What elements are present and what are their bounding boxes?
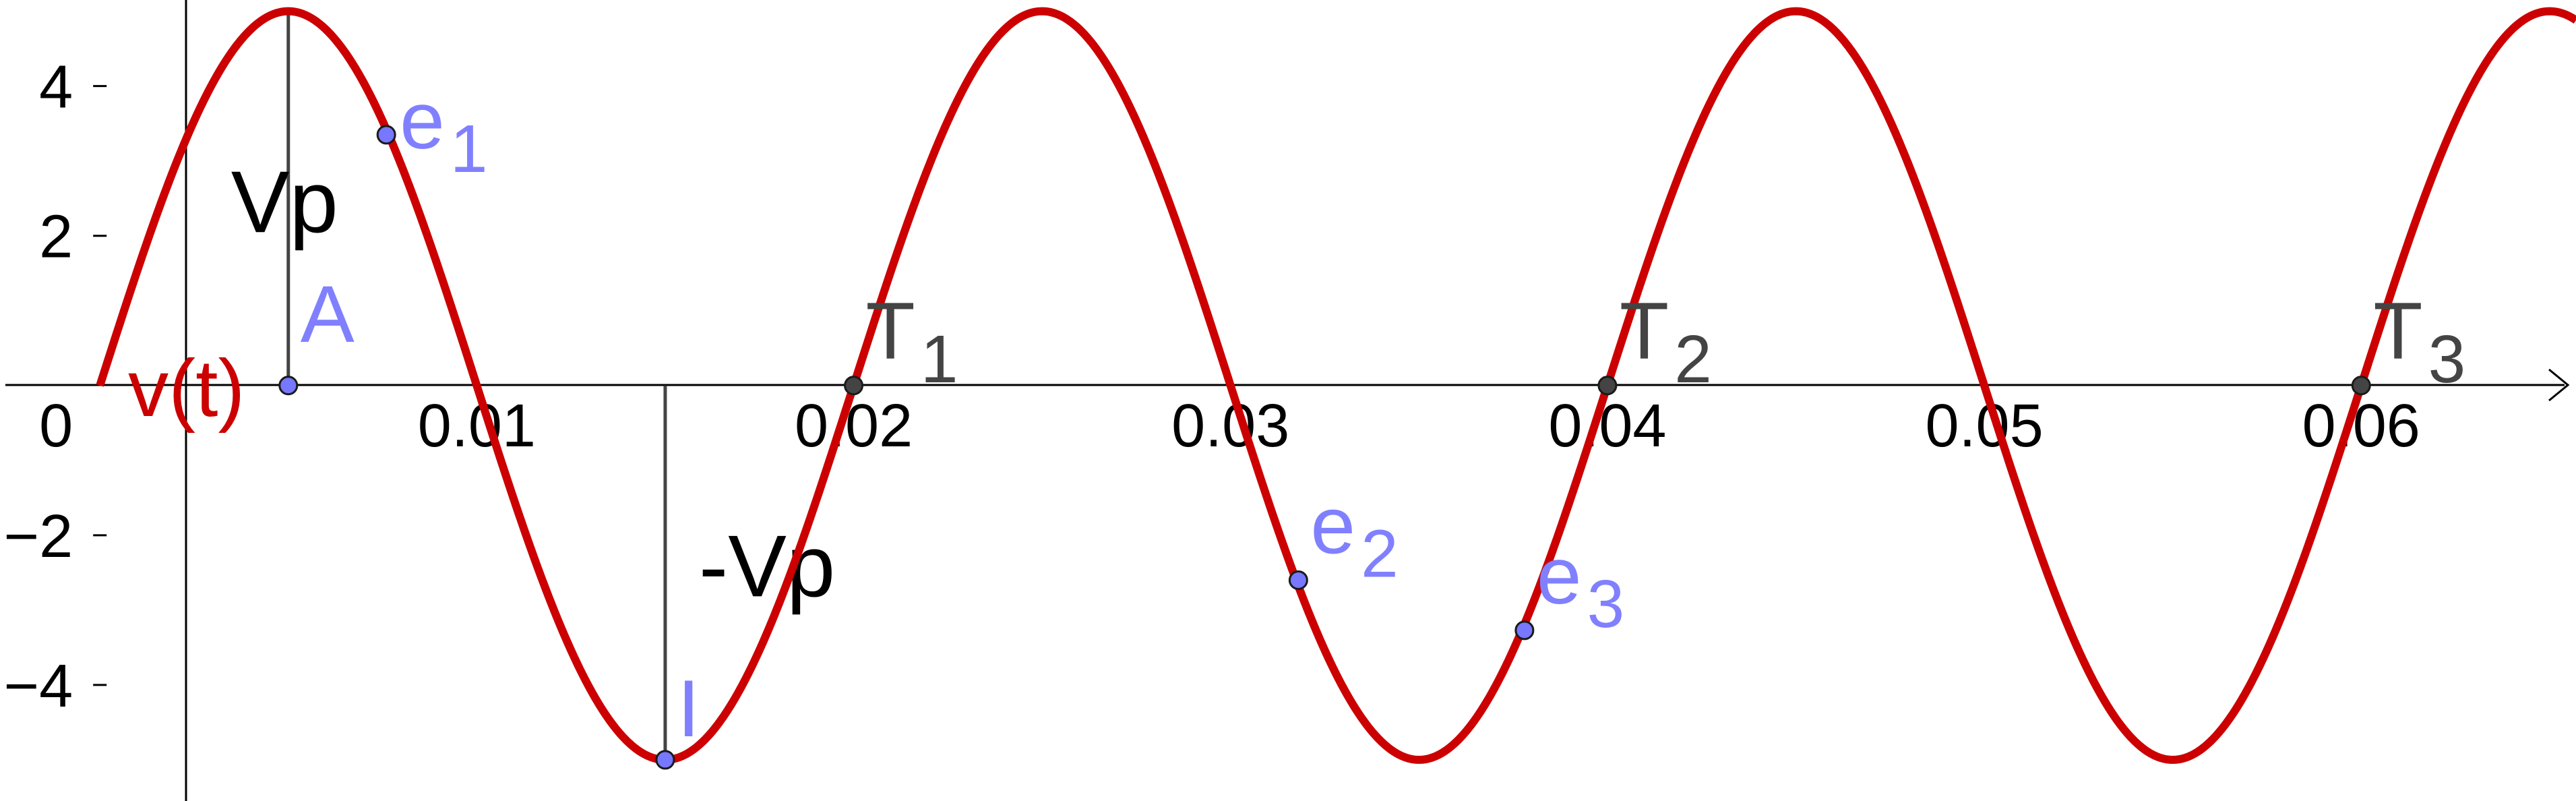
x-tick-label: 0 bbox=[39, 392, 73, 460]
y-tick-label: 4 bbox=[39, 54, 73, 121]
point-marker bbox=[278, 376, 299, 396]
point-label: A bbox=[301, 269, 355, 359]
point-label: T1 bbox=[866, 286, 958, 397]
point-label: T2 bbox=[1620, 286, 1712, 397]
x-tick-label: 0.06 bbox=[2302, 392, 2420, 460]
x-tick-label: 0.05 bbox=[1926, 392, 2044, 460]
series-label: v(t) bbox=[128, 343, 245, 434]
point-marker bbox=[1514, 620, 1535, 641]
y-tick-label: 2 bbox=[39, 204, 73, 271]
point-label: e1 bbox=[400, 76, 487, 187]
series: v(t) bbox=[96, 7, 2576, 764]
point-label: I bbox=[677, 663, 700, 754]
y-tick-label: −2 bbox=[4, 503, 73, 570]
x-tick-label: 0.04 bbox=[1548, 392, 1666, 460]
point-label: e2 bbox=[1310, 480, 1398, 591]
point-marker bbox=[655, 750, 675, 770]
segment-label: -Vp bbox=[699, 516, 835, 615]
point-marker bbox=[844, 376, 864, 396]
points: Ae1 Ie2 e3 T1 T2 T3 bbox=[278, 76, 2465, 770]
point-marker bbox=[2351, 376, 2371, 396]
x-axis-arrow-icon bbox=[2548, 368, 2570, 402]
point-marker bbox=[376, 125, 396, 145]
point-marker bbox=[1288, 570, 1308, 590]
point-label: T3 bbox=[2373, 286, 2465, 397]
y-tick-label: −4 bbox=[4, 653, 73, 720]
x-tick-label: 0.01 bbox=[418, 392, 536, 460]
y-ticks: 4 2 −2 −4 bbox=[4, 54, 107, 720]
x-ticks: 0 0.01 0.02 0.03 0.04 0.05 0.06 bbox=[39, 378, 2420, 460]
point-marker bbox=[1597, 376, 1618, 396]
series-line bbox=[96, 7, 2576, 764]
point-label: e3 bbox=[1537, 531, 1624, 642]
x-tick-label: 0.02 bbox=[795, 392, 913, 460]
segments: Vp -Vp bbox=[231, 11, 835, 760]
segment-label: Vp bbox=[231, 152, 338, 251]
x-tick-label: 0.03 bbox=[1171, 392, 1289, 460]
